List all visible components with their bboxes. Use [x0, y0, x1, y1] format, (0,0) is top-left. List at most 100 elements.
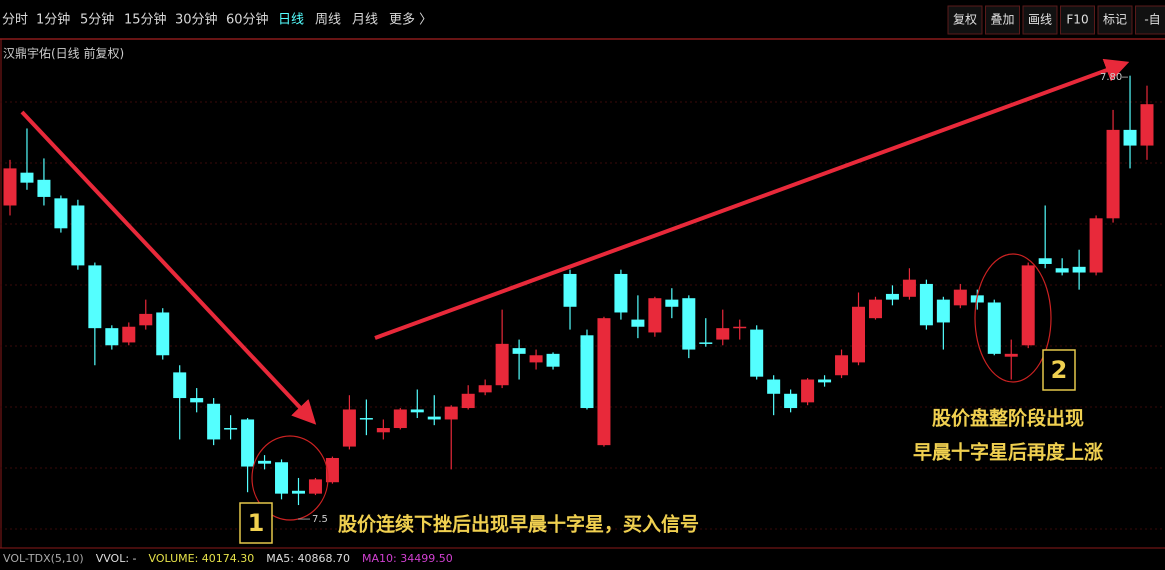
- candle-body: [936, 299, 950, 323]
- candle-body: [563, 273, 577, 307]
- annotation: 股价盘整阶段出现: [932, 407, 1084, 430]
- annotation: 股价连续下挫后出现早晨十字星，买入信号: [338, 513, 699, 536]
- indicator-label: MA10: 34499.50: [362, 552, 453, 565]
- candle-body: [291, 490, 305, 494]
- toolbar-button[interactable]: [1135, 5, 1165, 35]
- candle-body: [342, 409, 356, 447]
- period-tab[interactable]: 日线: [278, 13, 304, 28]
- candle-body: [885, 293, 899, 300]
- candle-body: [275, 462, 289, 494]
- period-tab[interactable]: 月线: [352, 13, 378, 28]
- indicator-label: VOLUME: 40174.30: [149, 552, 255, 565]
- candle-body: [852, 306, 866, 363]
- candle-body: [953, 289, 967, 306]
- period-tab[interactable]: 30分钟: [175, 12, 218, 28]
- candle-body: [614, 273, 628, 313]
- toolbar-button-label: 叠加: [990, 13, 1014, 27]
- candle-body: [478, 385, 492, 393]
- candle-body: [801, 379, 815, 403]
- toolbar-button-label: 画线: [1028, 13, 1052, 27]
- candle-body: [427, 416, 441, 420]
- candle-body: [258, 460, 272, 464]
- toolbar-button[interactable]: [1022, 5, 1058, 35]
- candle-body: [139, 313, 153, 326]
- candle-body: [512, 348, 526, 354]
- candle-body: [393, 409, 407, 429]
- candle-body: [546, 353, 560, 367]
- candle-body: [495, 343, 509, 386]
- annotation-number: 2: [1051, 356, 1068, 384]
- period-tab[interactable]: 15分钟: [124, 12, 167, 28]
- indicator-label: VVOL: -: [96, 552, 137, 565]
- candle-body: [919, 283, 933, 326]
- annotation-number: 1: [248, 509, 265, 537]
- candle-body: [173, 372, 187, 399]
- toolbar-button[interactable]: [1060, 5, 1095, 35]
- toolbar-button[interactable]: [947, 5, 983, 35]
- period-tab[interactable]: 周线: [315, 13, 341, 28]
- candle-body: [682, 298, 696, 350]
- candle-body: [631, 319, 645, 327]
- candle-body: [716, 328, 730, 340]
- candle-body: [122, 326, 136, 343]
- background-grid: [0, 101, 1165, 530]
- extreme-label: 7.80: [1100, 72, 1122, 83]
- candle-body: [105, 328, 119, 346]
- extreme-label: 7.5: [312, 514, 328, 525]
- candle-body: [648, 298, 662, 333]
- toolbar-button-label: F10: [1066, 13, 1088, 27]
- highlight-ellipse: [251, 435, 329, 521]
- toolbar-button-label: 复权: [953, 13, 977, 27]
- trend-arrow: [20, 110, 317, 425]
- candle-body: [835, 355, 849, 376]
- candle-body: [88, 265, 102, 329]
- candle-body: [1106, 129, 1120, 219]
- chart-title: 汉鼎宇佑(日线 前复权): [3, 46, 124, 61]
- candle-body: [3, 168, 17, 206]
- candle-body: [156, 312, 170, 356]
- period-tab[interactable]: 更多 〉: [389, 12, 432, 28]
- label-box: [1042, 349, 1076, 391]
- toolbar-button-label: -自: [1144, 13, 1160, 27]
- period-tab[interactable]: 5分钟: [80, 12, 114, 28]
- candle-body: [20, 172, 34, 183]
- candle-body: [1021, 265, 1035, 346]
- toolbar-button[interactable]: [1097, 5, 1133, 35]
- candle-body: [37, 179, 51, 197]
- toolbar-button-label: 标记: [1103, 13, 1127, 27]
- candle-body: [410, 409, 424, 413]
- trend-arrow: [374, 58, 1130, 340]
- candle-body: [784, 393, 798, 409]
- candle-body: [902, 279, 916, 297]
- candle-body: [1004, 353, 1018, 357]
- candle-body: [1123, 129, 1137, 146]
- candle-body: [190, 398, 204, 403]
- candle-body: [359, 418, 373, 420]
- toolbar-button[interactable]: [985, 5, 1020, 35]
- candle-body: [733, 326, 747, 329]
- period-tab[interactable]: 60分钟: [226, 12, 269, 28]
- candle-body: [665, 299, 679, 307]
- indicator-label: VOL-TDX(5,10): [3, 552, 84, 565]
- candle-body: [1055, 268, 1069, 273]
- period-tab[interactable]: 1分钟: [36, 12, 70, 28]
- candle-body: [325, 457, 339, 483]
- indicator-label: MA5: 40868.70: [266, 552, 350, 565]
- candle-body: [308, 479, 322, 494]
- candle-body: [1038, 258, 1052, 264]
- candle-body: [580, 335, 594, 409]
- candle-body: [207, 403, 221, 440]
- candle-body: [970, 295, 984, 303]
- candle-body: [987, 302, 1001, 354]
- candle-body: [241, 419, 255, 467]
- candle-body: [461, 393, 475, 409]
- candle-body: [750, 329, 764, 377]
- candle-body: [71, 205, 85, 266]
- period-tab[interactable]: 分时: [2, 13, 28, 28]
- candle-body: [597, 318, 611, 446]
- candle-body: [1072, 266, 1086, 273]
- candle-body: [529, 355, 543, 363]
- candle-body: [444, 406, 458, 420]
